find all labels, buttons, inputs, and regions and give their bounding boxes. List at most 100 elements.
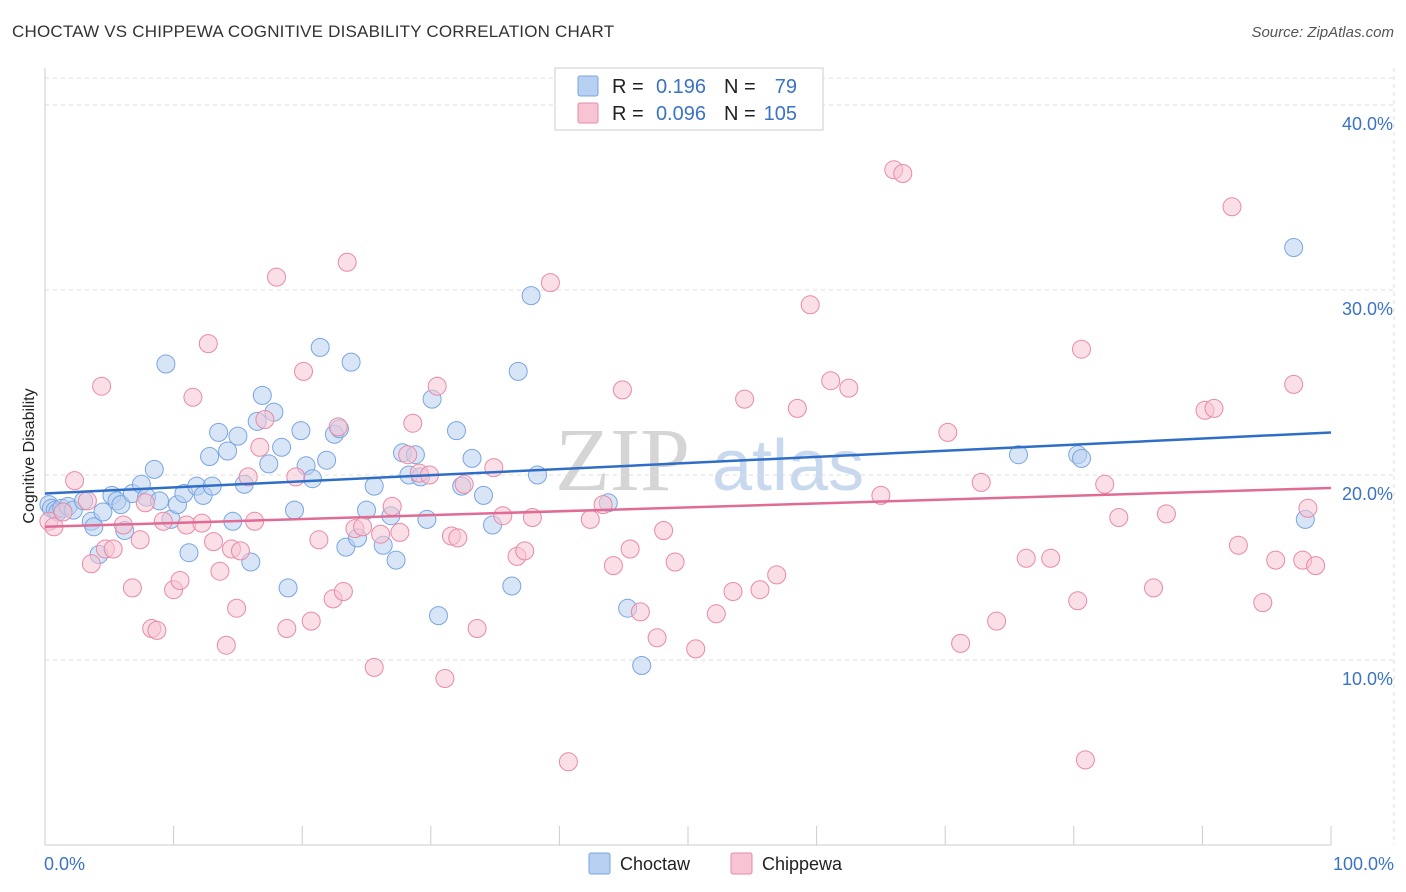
point-chippewa: [286, 467, 306, 487]
point-chippewa: [612, 380, 632, 400]
point-choctaw: [144, 459, 164, 479]
point-choctaw: [310, 337, 330, 357]
x-tick-label-max: 100.0%: [1333, 854, 1394, 874]
point-chippewa: [647, 628, 667, 648]
point-chippewa: [183, 387, 203, 407]
trend-line-chippewa: [44, 486, 1332, 529]
point-chippewa: [800, 295, 820, 315]
point-chippewa: [170, 571, 190, 590]
point-choctaw: [364, 476, 384, 496]
point-choctaw: [386, 550, 406, 570]
point-chippewa: [1068, 591, 1088, 611]
point-chippewa: [204, 532, 223, 552]
point-chippewa: [353, 517, 373, 537]
point-choctaw: [200, 447, 220, 466]
point-chippewa: [53, 502, 73, 522]
legend-r-value-chippewa: 0.096: [656, 103, 706, 125]
point-chippewa: [364, 657, 384, 677]
point-choctaw: [156, 354, 176, 374]
point-chippewa: [1041, 548, 1061, 568]
point-chippewa: [77, 491, 97, 511]
legend-n-value-choctaw: 79: [775, 76, 797, 98]
point-chippewa: [1095, 474, 1115, 494]
point-chippewa: [454, 474, 474, 494]
point-chippewa: [390, 522, 410, 542]
point-choctaw: [417, 509, 437, 529]
point-chippewa: [333, 582, 353, 601]
point-chippewa: [706, 604, 726, 624]
legend-r-value-choctaw: 0.196: [656, 76, 706, 98]
point-chippewa: [427, 376, 447, 396]
point-chippewa: [1144, 578, 1163, 598]
point-chippewa: [448, 528, 468, 548]
legend-swatch-chippewa: [577, 102, 599, 124]
point-chippewa: [1298, 498, 1318, 518]
y-tick-label: 40.0%: [1342, 114, 1393, 134]
legend-n-label-choctaw: N =: [724, 76, 756, 98]
point-choctaw: [632, 656, 652, 675]
point-chippewa: [1253, 593, 1273, 613]
point-chippewa: [294, 361, 313, 381]
legend-r-label-choctaw: R =: [612, 76, 644, 98]
point-chippewa: [951, 633, 971, 653]
legend-n-label-chippewa: N =: [724, 103, 756, 125]
top-legend: R = 0.196 N = 79 R = 0.096 N = 105: [554, 67, 824, 131]
watermark-atlas: atlas: [712, 426, 864, 506]
legend-swatch-choctaw: [577, 75, 599, 97]
watermark-zip: ZIP: [555, 411, 690, 510]
point-chippewa: [130, 530, 150, 550]
point-chippewa: [1306, 556, 1326, 576]
point-chippewa: [467, 619, 487, 638]
point-chippewa: [1016, 548, 1036, 568]
point-chippewa: [767, 565, 787, 585]
point-chippewa: [686, 639, 706, 659]
point-chippewa: [654, 521, 674, 540]
point-chippewa: [371, 524, 391, 544]
point-chippewa: [328, 417, 348, 437]
point-chippewa: [238, 467, 258, 487]
point-choctaw: [341, 352, 361, 372]
point-chippewa: [153, 511, 173, 531]
point-chippewa: [893, 164, 913, 183]
point-chippewa: [515, 541, 535, 561]
point-chippewa: [1284, 374, 1304, 394]
point-chippewa: [723, 582, 743, 601]
point-choctaw: [111, 495, 131, 515]
point-choctaw: [228, 426, 248, 446]
trend-line-choctaw: [44, 431, 1332, 495]
point-chippewa: [665, 552, 685, 572]
point-chippewa: [81, 554, 101, 574]
point-choctaw: [1072, 448, 1091, 468]
point-chippewa: [198, 334, 218, 354]
point-chippewa: [938, 422, 958, 442]
point-choctaw: [272, 437, 292, 457]
point-chippewa: [147, 620, 167, 640]
point-chippewa: [92, 376, 112, 396]
point-chippewa: [787, 398, 807, 418]
point-chippewa: [1075, 750, 1095, 770]
point-choctaw: [317, 450, 337, 470]
point-chippewa: [267, 267, 286, 287]
point-choctaw: [447, 421, 466, 441]
bottom-legend: Choctaw Chippewa: [588, 852, 843, 875]
point-chippewa: [255, 410, 275, 429]
point-chippewa: [630, 602, 650, 622]
point-chippewa: [971, 472, 991, 492]
axis-layer: 10.0% 20.0% 30.0% 40.0%: [44, 68, 1393, 846]
chart-title: CHOCTAW VS CHIPPEWA COGNITIVE DISABILITY…: [12, 22, 615, 41]
point-chippewa: [216, 635, 236, 655]
x-tick-label-min: 0.0%: [44, 854, 85, 874]
point-choctaw: [218, 441, 238, 461]
point-chippewa: [484, 458, 504, 478]
point-chippewa: [839, 378, 859, 398]
point-choctaw: [303, 469, 322, 489]
point-chippewa: [210, 561, 230, 581]
point-chippewa: [987, 611, 1007, 631]
legend-n-value-chippewa: 105: [764, 103, 797, 125]
point-chippewa: [403, 413, 423, 433]
point-chippewa: [1072, 339, 1091, 359]
point-choctaw: [474, 485, 493, 505]
y-tick-label: 20.0%: [1342, 484, 1393, 504]
point-chippewa: [871, 485, 891, 505]
